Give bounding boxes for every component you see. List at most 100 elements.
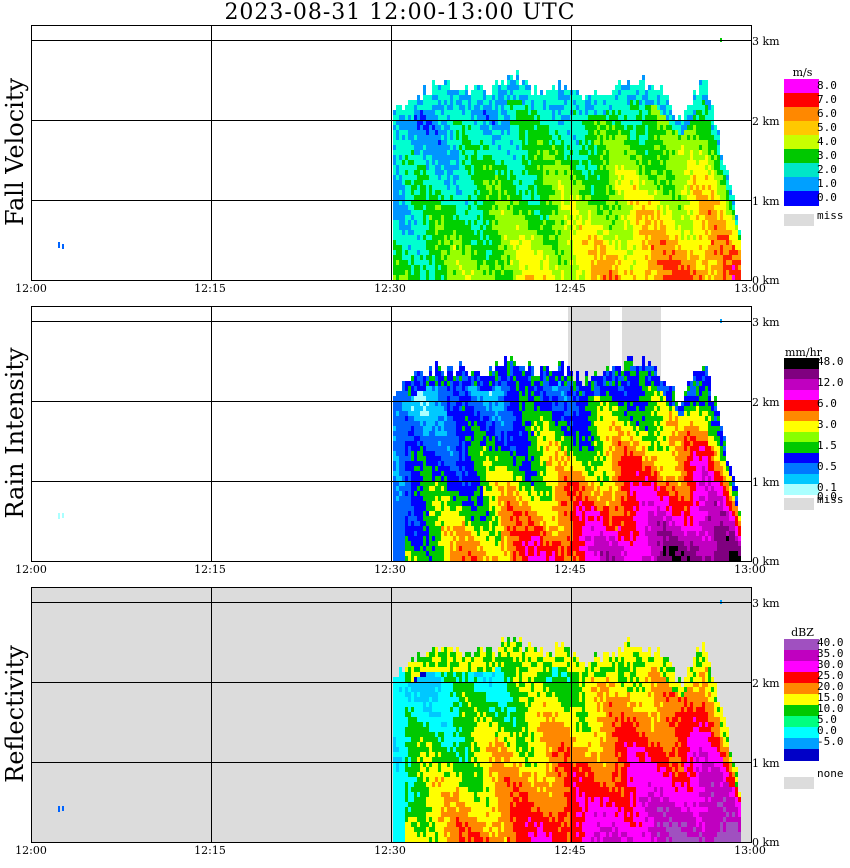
heatmap-cell	[702, 195, 705, 200]
heatmap-cell	[687, 130, 690, 135]
heatmap-cell	[441, 115, 444, 120]
heatmap-cell	[651, 95, 654, 100]
heatmap-cell	[447, 130, 450, 135]
heatmap-cell	[669, 180, 672, 185]
heatmap-cell	[660, 125, 663, 130]
heatmap-cell	[642, 130, 645, 135]
heatmap-cell	[582, 175, 585, 180]
heatmap-cell	[705, 155, 708, 160]
heatmap-cell	[534, 210, 537, 215]
heatmap-cell	[609, 215, 612, 220]
heatmap-cell	[600, 170, 603, 175]
heatmap-cell	[642, 225, 645, 230]
heatmap-cell	[609, 190, 612, 195]
heatmap-cell	[444, 185, 447, 190]
heatmap-cell	[696, 265, 699, 270]
heatmap-cell	[690, 160, 693, 165]
heatmap-cell	[438, 546, 441, 551]
heatmap-cell	[624, 185, 627, 190]
heatmap-cell	[603, 185, 606, 190]
heatmap-cell	[606, 180, 609, 185]
heatmap-cell	[720, 235, 723, 240]
heatmap-cell	[396, 476, 399, 481]
heatmap-cell	[558, 200, 561, 205]
heatmap-cell	[690, 255, 693, 260]
heatmap-cell	[456, 95, 459, 100]
heatmap-cell	[540, 105, 543, 110]
heatmap-cell	[663, 180, 666, 185]
heatmap-cell	[456, 245, 459, 250]
heatmap-cell	[558, 235, 561, 240]
heatmap-cell	[543, 200, 546, 205]
heatmap-cell	[684, 245, 687, 250]
heatmap-cell	[528, 255, 531, 260]
heatmap-cell	[735, 255, 738, 260]
heatmap-cell	[696, 240, 699, 245]
heatmap-cell	[597, 215, 600, 220]
heatmap-cell	[420, 160, 423, 165]
heatmap-cell	[423, 170, 426, 175]
heatmap-cell	[564, 190, 567, 195]
heatmap-cell	[432, 441, 435, 446]
heatmap-cell	[600, 265, 603, 270]
heatmap-cell	[645, 195, 648, 200]
heatmap-cell	[546, 240, 549, 245]
heatmap-cell	[426, 501, 429, 506]
heatmap-cell	[576, 145, 579, 150]
heatmap-cell	[696, 190, 699, 195]
heatmap-cell	[597, 245, 600, 250]
heatmap-cell	[702, 140, 705, 145]
heatmap-cell	[402, 531, 405, 536]
heatmap-cell	[600, 180, 603, 185]
heatmap-cell	[495, 165, 498, 170]
heatmap-cell	[408, 496, 411, 501]
heatmap-cell	[420, 150, 423, 155]
heatmap-cell	[705, 235, 708, 240]
heatmap-cell	[708, 140, 711, 145]
heatmap-cell	[501, 95, 504, 100]
heatmap-cell	[435, 501, 438, 506]
heatmap-cell	[429, 366, 432, 371]
heatmap-cell	[588, 110, 591, 115]
heatmap-cell	[465, 220, 468, 225]
heatmap-cell	[447, 411, 450, 416]
heatmap-cell	[486, 260, 489, 265]
heatmap-cell	[465, 165, 468, 170]
heatmap-cell	[657, 120, 660, 125]
heatmap-cell	[681, 125, 684, 130]
heatmap-cell	[555, 95, 558, 100]
heatmap-cell	[477, 275, 480, 280]
heatmap-cell	[624, 275, 627, 280]
heatmap-cell	[474, 275, 477, 280]
heatmap-cell	[600, 255, 603, 260]
heatmap-cell	[699, 175, 702, 180]
heatmap-cell	[417, 371, 420, 376]
heatmap-cell	[561, 250, 564, 255]
heatmap-cell	[453, 190, 456, 195]
heatmap-cell	[426, 551, 429, 556]
heatmap-cell	[531, 250, 534, 255]
heatmap-cell	[501, 250, 504, 255]
heatmap-cell	[522, 220, 525, 225]
heatmap-cell	[528, 210, 531, 215]
heatmap-cell	[717, 255, 720, 260]
heatmap-cell	[660, 115, 663, 120]
heatmap-cell	[672, 265, 675, 270]
heatmap-cell	[552, 175, 555, 180]
heatmap-cell	[411, 120, 414, 125]
heatmap-cell	[414, 401, 417, 406]
heatmap-cell	[702, 135, 705, 140]
heatmap-cell	[618, 255, 621, 260]
heatmap-cell	[420, 105, 423, 110]
heatmap-cell	[714, 215, 717, 220]
heatmap-cell	[393, 245, 396, 250]
heatmap-cell	[555, 215, 558, 220]
heatmap-cell	[723, 240, 726, 245]
heatmap-cell	[393, 436, 396, 441]
heatmap-cell	[543, 165, 546, 170]
heatmap-cell	[459, 165, 462, 170]
heatmap-cell	[657, 225, 660, 230]
heatmap-cell	[651, 245, 654, 250]
heatmap-cell	[417, 406, 420, 411]
heatmap-cell	[417, 170, 420, 175]
